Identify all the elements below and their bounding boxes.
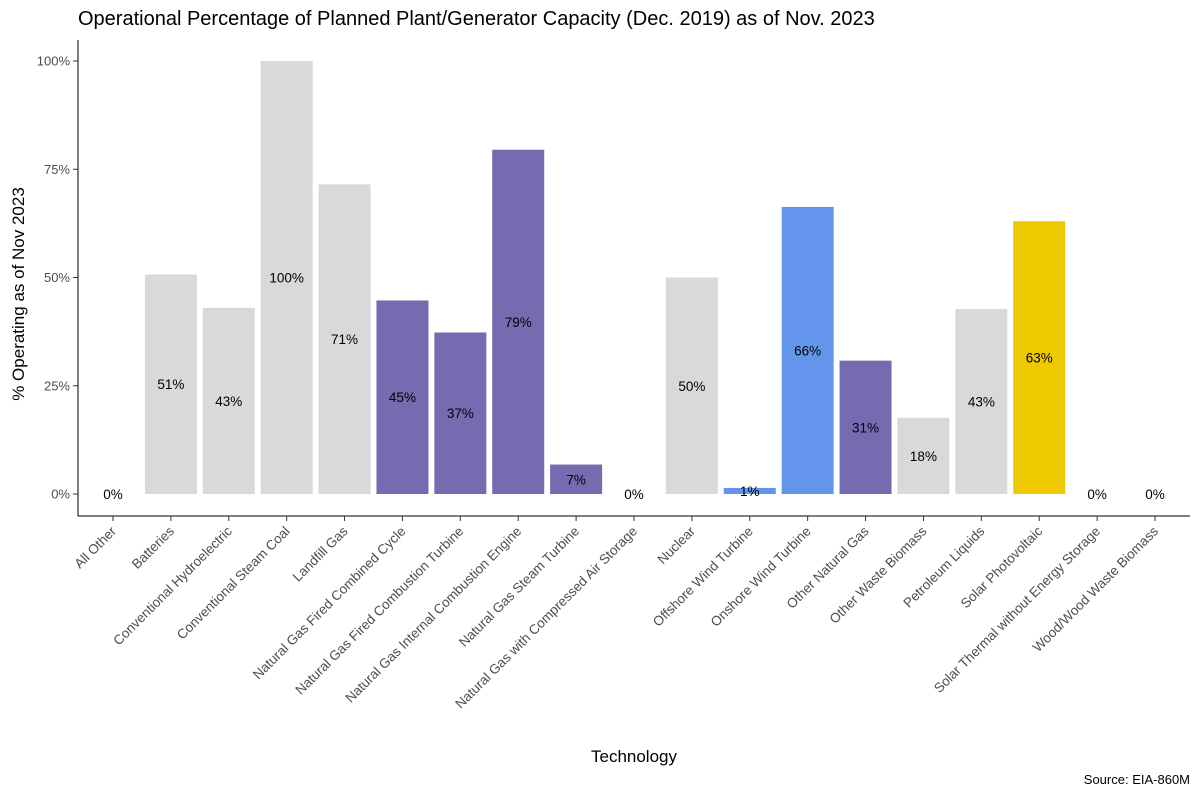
y-axis-title: % Operating as of Nov 2023 [9,187,28,401]
x-tick-label: All Other [71,523,119,571]
chart-title: Operational Percentage of Planned Plant/… [78,8,875,30]
data-label: 7% [566,472,586,487]
bar [781,206,834,494]
data-label: 31% [852,420,879,435]
data-label: 45% [389,390,416,405]
bar [376,300,429,494]
data-label: 43% [968,395,995,410]
x-tick-label: Conventional Steam Coal [174,524,293,643]
data-label: 71% [331,332,358,347]
y-axis: 0% 25% 50% 75% 100% [37,40,79,516]
source-note: Source: EIA-860M [1083,772,1190,787]
y-tick-label: 75% [44,162,70,177]
bar [260,61,313,494]
data-label: 1% [740,484,760,499]
data-label: 0% [103,487,123,502]
data-label: 79% [505,315,532,330]
bar [839,360,892,494]
data-labels: 0% 51% 43% 100% 71% 45% 37% 79% 7% 0% 50% 1% 66% 31% 1… [103,271,1165,503]
data-label: 100% [269,271,304,286]
data-label: 18% [910,449,937,464]
bars [144,61,1066,494]
bar [492,149,545,494]
y-tick-label: 50% [44,270,70,285]
data-label: 0% [1087,487,1107,502]
data-label: 50% [678,379,705,394]
x-tick-label: Batteries [129,523,177,571]
bar [434,332,487,494]
data-label: 51% [157,377,184,392]
x-tick-label: Onshore Wind Turbine [708,524,814,630]
x-tick-label: Landfill Gas [290,523,351,584]
data-label: 66% [794,343,821,358]
y-tick-label: 100% [37,54,71,69]
data-label: 0% [1145,487,1165,502]
data-label: 0% [624,487,644,502]
x-tick-label: Conventional Hydroelectric [110,523,235,648]
x-axis-title: Technology [591,747,678,766]
data-label: 43% [215,394,242,409]
data-label: 63% [1026,351,1053,366]
y-tick-label: 25% [44,378,70,393]
bar [897,417,950,494]
bar [955,309,1008,494]
data-label: 37% [447,406,474,421]
x-tick-label: Other Waste Biomass [826,523,929,626]
bar [202,307,255,494]
bar [723,487,776,494]
bar [318,184,371,494]
x-tick-label: Wood/Wood Waste Biomass [1030,523,1162,655]
bar [1013,221,1066,494]
x-tick-label: Nuclear [655,523,699,567]
x-tick-label: Natural Gas Steam Turbine [456,524,582,650]
bar [550,464,603,494]
y-tick-label: 0% [51,487,70,502]
bar [665,277,718,494]
bar [144,274,197,494]
x-tick-label: Offshore Wind Turbine [650,524,756,630]
